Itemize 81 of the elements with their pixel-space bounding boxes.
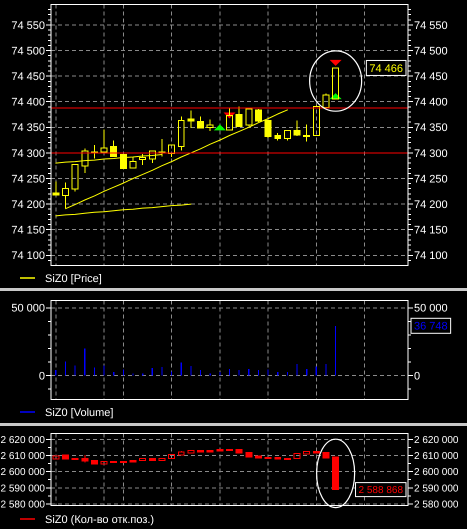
- y-tick-label: 74 250: [11, 173, 45, 186]
- candlestick: [206, 450, 214, 453]
- y-tick-label: 2 580 000: [0, 499, 46, 510]
- legend-label: SiZ0 [Price]: [45, 273, 102, 285]
- candlestick: [81, 454, 88, 463]
- candlestick: [100, 128, 108, 152]
- y2-tick-label: 74 500: [414, 45, 448, 58]
- y-tick-label: 2 600 000: [0, 467, 46, 478]
- candlestick: [62, 454, 69, 460]
- y-tick-label: 2 610 000: [0, 451, 46, 462]
- candlestick: [197, 116, 204, 129]
- y-tick-label: 74 300: [11, 148, 45, 160]
- candlestick: [312, 104, 320, 136]
- annotation: 74 466: [369, 62, 404, 75]
- y2-tick-label: 2 590 000: [414, 483, 459, 494]
- y2-tick-label: 74 150: [414, 224, 448, 237]
- candlestick: [178, 116, 185, 151]
- y-tick-label: 0: [38, 370, 45, 382]
- candlestick: [100, 461, 108, 465]
- line-series: [64, 109, 288, 210]
- candlestick: [322, 93, 330, 108]
- y-tick-label: 2 590 000: [0, 483, 46, 494]
- candlestick: [216, 449, 224, 452]
- y2-tick-label: 74 250: [414, 173, 448, 186]
- candlestick: [264, 120, 272, 139]
- candlestick: [303, 451, 310, 454]
- y2-tick-label: 74 200: [414, 198, 448, 211]
- y-tick-label: 2 620 000: [0, 434, 46, 446]
- annotation: 36 748: [414, 320, 448, 333]
- y2-tick-label: 2 580 000: [414, 499, 459, 510]
- y2-tick-label: 74 100: [414, 250, 448, 262]
- candlestick: [236, 106, 243, 127]
- candlestick: [90, 460, 98, 465]
- candlestick: [187, 110, 194, 128]
- candlestick: [284, 130, 291, 142]
- candlestick: [139, 458, 146, 462]
- candlestick: [52, 456, 60, 460]
- annotation: 2 588 868: [358, 485, 404, 496]
- candlestick: [332, 456, 340, 490]
- legend-label: SiZ0 (Кол-во отк.поз.): [45, 514, 154, 526]
- y-tick-label: 74 400: [11, 96, 45, 109]
- y2-tick-label: 74 550: [414, 20, 448, 32]
- y-tick-label: 74 200: [11, 198, 45, 211]
- candlestick: [332, 67, 340, 100]
- y2-tick-label: 0: [414, 370, 420, 382]
- candlestick: [206, 119, 214, 132]
- y2-tick-label: 2 600 000: [414, 467, 459, 478]
- y-tick-label: 74 450: [11, 70, 45, 83]
- y-tick-label: 74 350: [11, 122, 45, 134]
- candlestick: [236, 449, 243, 454]
- candlestick: [254, 456, 262, 458]
- y2-tick-label: 74 400: [414, 96, 448, 109]
- legend-label: SiZ0 [Volume]: [45, 407, 114, 419]
- candlestick: [187, 450, 194, 454]
- candlestick: [322, 452, 330, 458]
- y-tick-label: 74 150: [11, 224, 45, 237]
- y2-tick-label: 74 350: [414, 122, 448, 134]
- candlestick: [274, 132, 282, 142]
- candlestick: [52, 181, 60, 196]
- candlestick: [168, 454, 176, 460]
- candlestick: [245, 452, 252, 458]
- candlestick: [178, 450, 185, 456]
- y-tick-label: 74 500: [11, 45, 45, 58]
- candlestick: [303, 124, 310, 142]
- y-tick-label: 74 100: [11, 250, 45, 262]
- line-series: [55, 204, 192, 216]
- candlestick: [148, 458, 156, 462]
- candlestick: [294, 453, 301, 460]
- candlestick: [226, 108, 233, 130]
- candlestick: [168, 144, 176, 158]
- candlestick: [130, 460, 137, 463]
- y-tick-label: 50 000: [11, 302, 45, 315]
- y2-tick-label: 74 300: [414, 148, 448, 160]
- y2-tick-label: 50 000: [414, 302, 448, 315]
- candlestick: [294, 120, 301, 137]
- y2-tick-label: 2 610 000: [414, 451, 459, 462]
- y-tick-label: 74 550: [11, 20, 45, 32]
- candlestick: [158, 458, 166, 462]
- y2-tick-label: 74 450: [414, 70, 448, 83]
- candlestick: [197, 450, 204, 453]
- y2-tick-label: 2 620 000: [414, 434, 459, 446]
